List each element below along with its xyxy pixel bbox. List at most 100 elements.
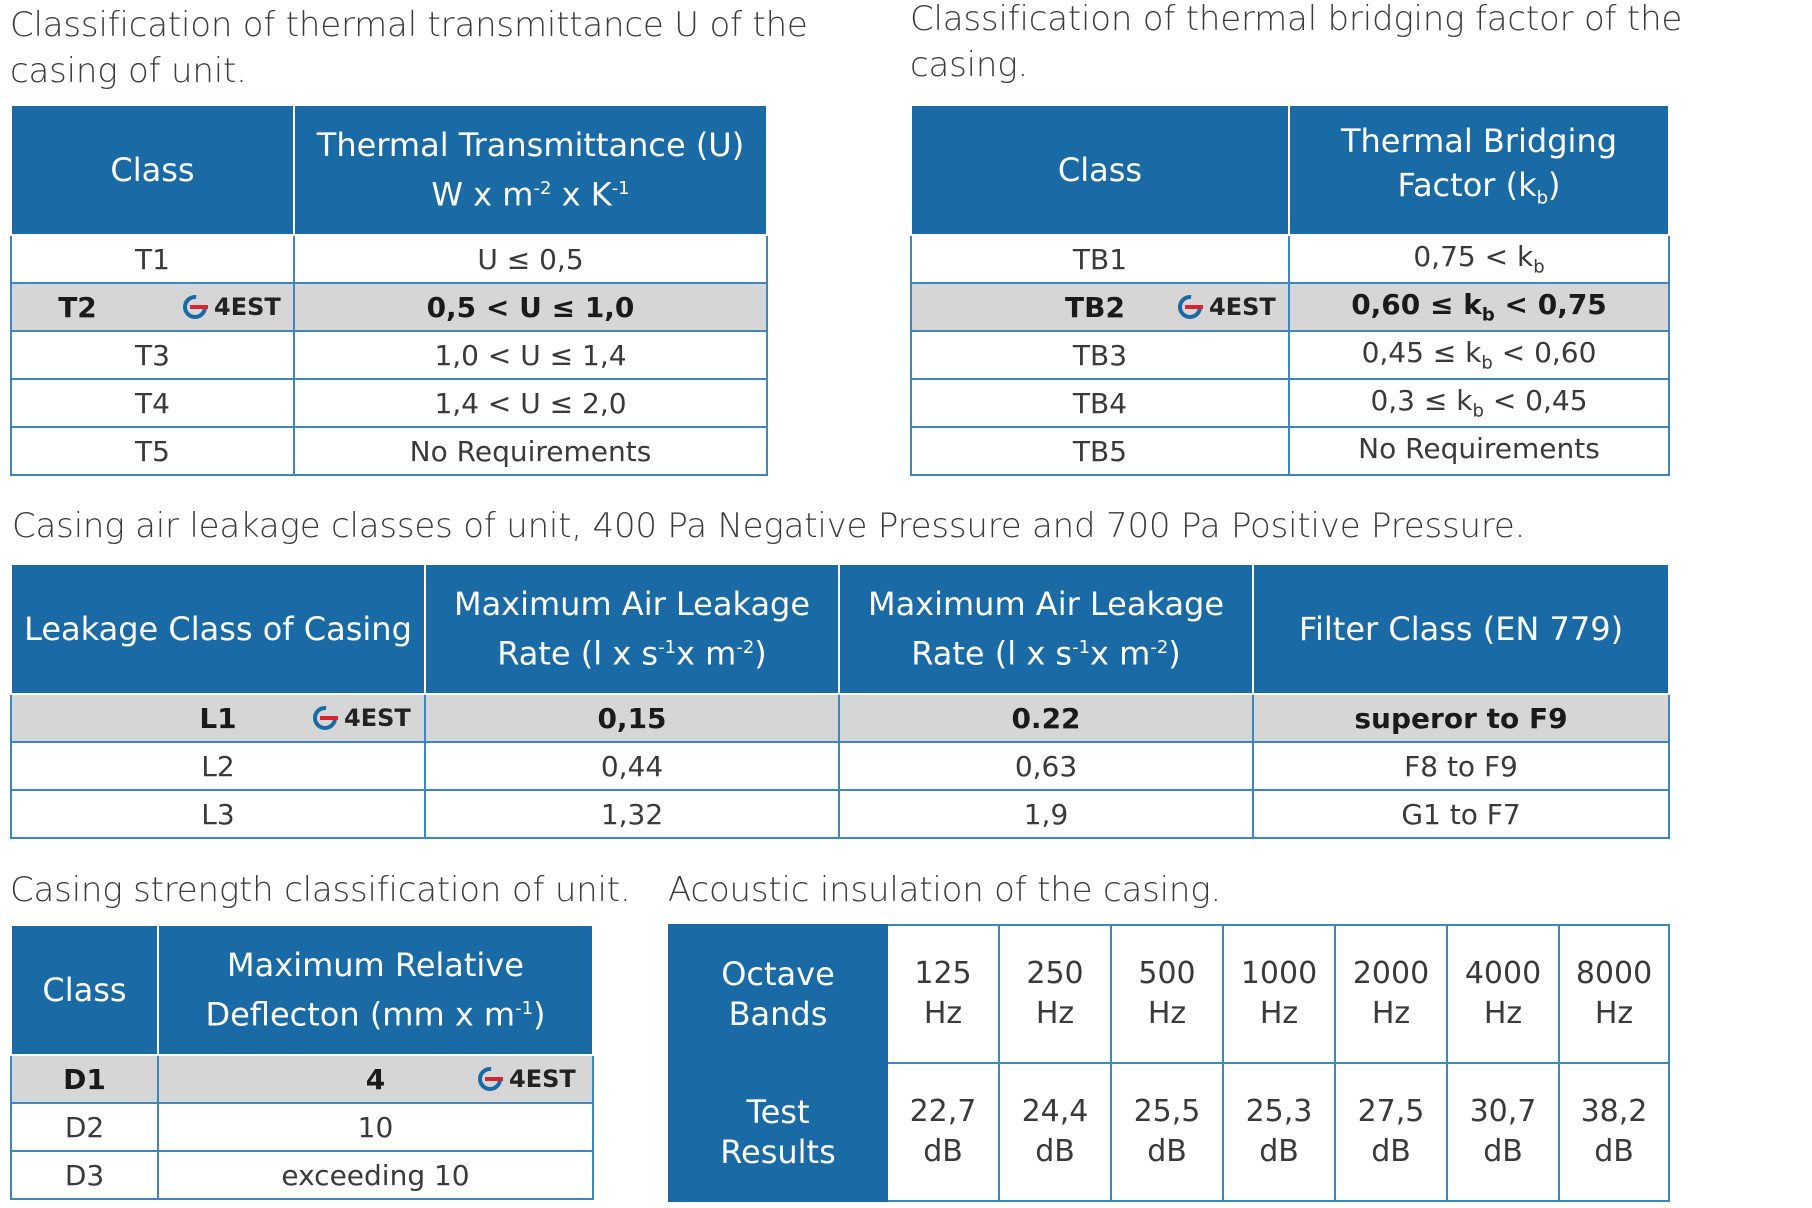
class-cell: TB5 — [910, 426, 1290, 476]
value-cell: 0,3 ≤ kb < 0,45 — [1288, 378, 1670, 428]
header-line1: Thermal Transmittance (U) — [316, 126, 745, 165]
brand-badge: 4EST — [182, 293, 281, 321]
thermal-bridging-table: Class Thermal Bridging Factor (kb) TB1 0… — [910, 104, 1670, 476]
header-filter-class: Filter Class (EN 779) — [1252, 563, 1670, 695]
table-row: T4 1,4 < U ≤ 2,0 — [10, 378, 768, 428]
value-cell: 0,60 ≤ kb < 0,75 — [1288, 282, 1670, 332]
table-row: TB3 0,45 ≤ kb < 0,60 — [910, 330, 1670, 380]
header-class: Class — [10, 104, 295, 236]
casing-strength-table: Class Maximum Relative Deflecton (mm x m… — [10, 924, 594, 1200]
table-row-highlighted: TB2 4EST 0,60 ≤ kb < 0,75 — [910, 282, 1670, 332]
result-cell: 30,7 dB — [1446, 1062, 1560, 1202]
positive-rate-cell: 1,9 — [838, 789, 1254, 839]
table-row: T5 No Requirements — [10, 426, 768, 476]
table-row-highlighted: D1 4 4EST — [10, 1054, 594, 1104]
result-cell: 38,2 dB — [1558, 1062, 1670, 1202]
header-negative-rate: Maximum Air Leakage Rate (l x s-1x m-2) — [424, 563, 840, 695]
header-class: Class — [910, 104, 1290, 236]
class-cell: L2 — [10, 741, 426, 791]
header-unit: W x m-2 x K-1 — [431, 175, 630, 214]
value-cell: 0,45 ≤ kb < 0,60 — [1288, 330, 1670, 380]
table-row: TB1 0,75 < kb — [910, 234, 1670, 284]
table-row: T1 U ≤ 0,5 — [10, 234, 768, 284]
strength-table-caption: Casing strength classification of unit. — [10, 870, 631, 910]
test-results-row: Test Results 22,7 dB 24,4 dB 25,5 dB 25,3 dB… — [668, 1062, 1670, 1202]
band-cell: 125 Hz — [886, 924, 1000, 1064]
value-cell: 10 — [157, 1102, 594, 1152]
result-cell: 24,4 dB — [998, 1062, 1112, 1202]
class-cell: T3 — [10, 330, 295, 380]
band-cell: 1000 Hz — [1222, 924, 1336, 1064]
negative-rate-cell: 1,32 — [424, 789, 840, 839]
header-positive-rate: Maximum Air Leakage Rate (l x s-1x m-2) — [838, 563, 1254, 695]
thermal-transmittance-table: Class Thermal Transmittance (U) W x m-2 … — [10, 104, 768, 476]
header-test-results: Test Results — [668, 1062, 888, 1202]
air-leakage-table: Leakage Class of Casing Maximum Air Leak… — [10, 563, 1670, 839]
result-cell: 22,7 dB — [886, 1062, 1000, 1202]
leak-table-caption: Casing air leakage classes of unit, 400 … — [12, 506, 1526, 546]
header-leakage-class: Leakage Class of Casing — [10, 563, 426, 695]
filter-class-cell: G1 to F7 — [1252, 789, 1670, 839]
table-row: TB5 No Requirements — [910, 426, 1670, 476]
header-thermal-transmittance: Thermal Transmittance (U) W x m-2 x K-1 — [293, 104, 768, 236]
class-cell: L3 — [10, 789, 426, 839]
table-row: TB4 0,3 ≤ kb < 0,45 — [910, 378, 1670, 428]
band-cell: 4000 Hz — [1446, 924, 1560, 1064]
band-cell: 8000 Hz — [1558, 924, 1670, 1064]
table-row: T3 1,0 < U ≤ 1,4 — [10, 330, 768, 380]
table-row: L3 1,32 1,9 G1 to F7 — [10, 789, 1670, 839]
class-cell: T4 — [10, 378, 295, 428]
band-cell: 250 Hz — [998, 924, 1112, 1064]
class-cell: TB2 4EST — [910, 282, 1290, 332]
value-cell: 4 4EST — [157, 1054, 594, 1104]
table-header-row: Class Thermal Transmittance (U) W x m-2 … — [10, 104, 768, 236]
table-header-row: Class Maximum Relative Deflecton (mm x m… — [10, 924, 594, 1056]
class-cell: TB3 — [910, 330, 1290, 380]
negative-rate-cell: 0,44 — [424, 741, 840, 791]
header-thermal-bridging: Thermal Bridging Factor (kb) — [1288, 104, 1670, 236]
result-cell: 25,5 dB — [1110, 1062, 1224, 1202]
acoustic-table-caption: Acoustic insulation of the casing. — [668, 870, 1222, 910]
table-header-row: Leakage Class of Casing Maximum Air Leak… — [10, 563, 1670, 695]
value-cell: No Requirements — [1288, 426, 1670, 476]
value-cell: No Requirements — [293, 426, 768, 476]
negative-rate-cell: 0,15 — [424, 693, 840, 743]
header-line2: Factor (kb) — [1397, 166, 1561, 209]
brand-badge: 4EST — [1177, 293, 1276, 321]
filter-class-cell: F8 to F9 — [1252, 741, 1670, 791]
header-class: Class — [10, 924, 159, 1056]
table-row-highlighted: L1 4EST 0,15 0.22 superor to F9 — [10, 693, 1670, 743]
filter-class-cell: superor to F9 — [1252, 693, 1670, 743]
kb-caption-line2: casing. — [910, 45, 1029, 85]
class-cell: T5 — [10, 426, 295, 476]
u-caption-line1: Classification of thermal transmittance … — [10, 5, 808, 45]
kb-table-caption: Classification of thermal bridging facto… — [910, 0, 1682, 88]
company-logo-icon — [183, 295, 208, 319]
class-cell: D2 — [10, 1102, 159, 1152]
value-cell: 0,5 < U ≤ 1,0 — [293, 282, 768, 332]
value-cell: 1,0 < U ≤ 1,4 — [293, 330, 768, 380]
class-cell: D3 — [10, 1150, 159, 1200]
table-row-highlighted: T2 4EST 0,5 < U ≤ 1,0 — [10, 282, 768, 332]
table-row: D3 exceeding 10 — [10, 1150, 594, 1200]
positive-rate-cell: 0,63 — [838, 741, 1254, 791]
class-cell: T2 4EST — [10, 282, 295, 332]
table-row: L2 0,44 0,63 F8 to F9 — [10, 741, 1670, 791]
octave-bands-row: Octave Bands 125 Hz 250 Hz 500 Hz 1000 Hz 20… — [668, 924, 1670, 1064]
value-cell: 0,75 < kb — [1288, 234, 1670, 284]
value-cell: U ≤ 0,5 — [293, 234, 768, 284]
class-cell: D1 — [10, 1054, 159, 1104]
value-cell: exceeding 10 — [157, 1150, 594, 1200]
value-cell: 1,4 < U ≤ 2,0 — [293, 378, 768, 428]
result-cell: 27,5 dB — [1334, 1062, 1448, 1202]
class-cell: T1 — [10, 234, 295, 284]
acoustic-insulation-table: Octave Bands 125 Hz 250 Hz 500 Hz 1000 Hz 20… — [668, 924, 1670, 1202]
company-logo-icon — [478, 1067, 503, 1091]
company-logo-icon — [313, 706, 338, 730]
u-caption-line2: casing of unit. — [10, 51, 247, 91]
brand-badge: 4EST — [477, 1065, 576, 1093]
header-line1: Thermal Bridging — [1340, 122, 1618, 161]
class-cell: L1 4EST — [10, 693, 426, 743]
band-cell: 2000 Hz — [1334, 924, 1448, 1064]
kb-caption-line1: Classification of thermal bridging facto… — [910, 0, 1683, 39]
